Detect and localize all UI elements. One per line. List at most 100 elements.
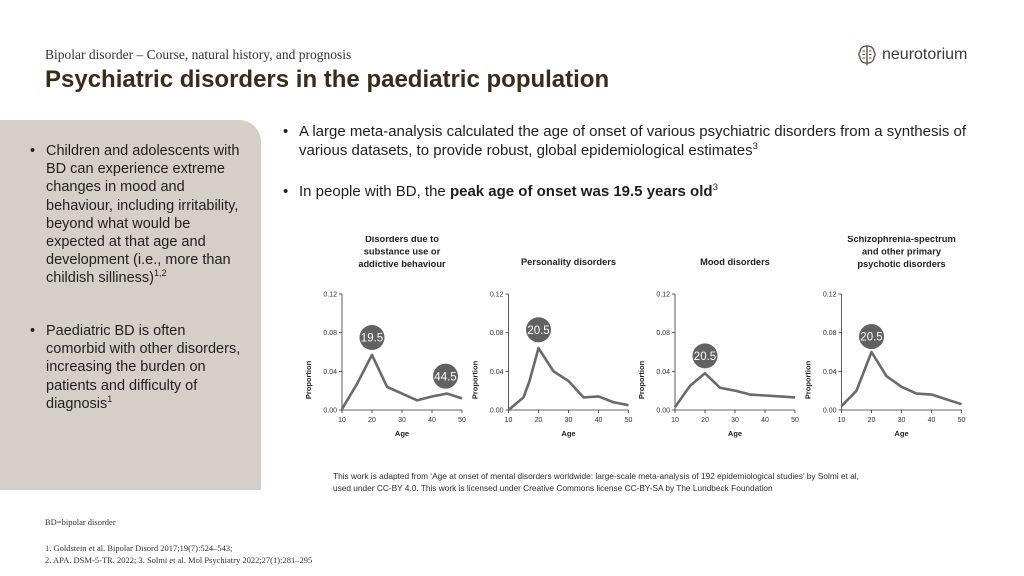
x-tick-label: 30 [731,417,739,424]
y-tick-label: 0.12 [490,292,504,299]
x-tick-label: 30 [565,417,573,424]
y-axis-label: Proportion [304,360,313,399]
x-tick-label: 50 [958,417,966,424]
credit-line: used under CC-BY 4.0. This work is licen… [333,483,773,493]
y-axis-label: Proportion [471,360,480,399]
x-axis-label: Age [395,429,409,438]
chart-title-line: Schizophrenia-spectrum [847,236,956,244]
citation: 3 [752,141,758,152]
y-tick-label: 0.00 [490,408,504,415]
chart-title: Schizophrenia-spectrum and other primary p… [847,236,956,269]
y-tick-label: 0.00 [323,408,337,415]
bullet-icon: • [30,143,36,159]
chart-panel: Personality disorders 0.00 0.04 0.08 0.12 10 2… [471,257,633,438]
y-axis-label: Proportion [637,360,646,399]
peak-bubble [433,363,458,389]
chart-title-line: Personality disorders [521,257,616,267]
citation: 1 [107,393,113,404]
chart-title: Mood disorders [700,257,770,267]
left-panel-bullet: • Paediatric BD is often comorbid with ot… [30,322,246,413]
chart-title-line: addictive behaviour [358,259,446,269]
chart-title-line: Disorders due to [365,236,439,244]
x-tick-label: 40 [595,417,603,424]
x-tick-label: 10 [838,417,846,424]
bullet-icon: • [283,123,289,140]
series-line [507,346,629,411]
peak-label: 20.5 [527,325,549,337]
left-panel-bullet: • Children and adolescents with BD can ex… [30,142,246,288]
chart-panel: Mood disorders 0.00 0.04 0.08 0.12 10 20 30 40 50… [637,257,799,438]
y-tick-label: 0.08 [656,330,670,337]
bullet-text: Children and adolescents with BD can exp… [46,143,240,287]
chart-panel: Disorders due to substance use or addictiv… [304,236,466,438]
peak-bubble [526,317,551,343]
main-bullet: • In people with BD, the peak age of onse… [283,182,999,201]
peak-label: 20.5 [694,351,716,363]
y-tick-label: 0.08 [823,330,837,337]
x-tick-label: 50 [625,417,633,424]
x-tick-label: 20 [368,417,376,424]
logo: neurotorium [857,44,967,66]
y-tick-label: 0.00 [823,408,837,415]
chart-title: Disorders due to substance use or addictiv… [358,236,446,269]
series-line [840,350,962,408]
citation: 3 [712,182,718,193]
bullet-emphasis: peak age of onset was 19.5 years old [449,183,713,200]
age-onset-charts: Disorders due to substance use or addictiv… [304,236,966,438]
peak-bubble [859,324,884,350]
reference-line: 2. APA. DSM-5-TR. 2022; 3. Solmi et al. … [45,555,313,565]
chart-title: Personality disorders [521,257,616,267]
brain-logo-icon [858,45,876,66]
x-tick-label: 20 [868,417,876,424]
x-tick-label: 40 [761,417,769,424]
bullet-icon: • [30,323,36,339]
x-tick-label: 10 [338,417,346,424]
chart-panel: Schizophrenia-spectrum and other primary p… [804,236,966,438]
breadcrumb: Bipolar disorder – Course, natural histo… [45,47,352,62]
y-tick-label: 0.12 [823,292,837,299]
chart-title-line: and other primary [862,247,942,257]
figure-credit: This work is adapted from ‘Age at onset … [333,470,973,494]
x-tick-label: 10 [505,417,513,424]
main-bullet: • A large meta-analysis calculated the ag… [283,122,999,160]
left-panel: • Children and adolescents with BD can ex… [0,120,261,490]
abbreviation-note: BD=bipolar disorder [45,517,116,527]
bullet-text: A large meta-analysis calculated the age… [299,123,966,159]
x-axis-label: Age [561,429,575,438]
x-axis-label: Age [728,429,742,438]
charts-area: Disorders due to substance use or addictiv… [296,236,986,446]
y-tick-label: 0.08 [323,330,337,337]
page-title: Psychiatric disorders in the paediatric … [45,66,610,93]
x-axis-label: Age [894,429,908,438]
peak-bubble [359,325,385,350]
x-tick-label: 40 [428,417,436,424]
peak-label: 44.5 [434,371,456,383]
x-tick-label: 10 [671,417,679,424]
y-tick-label: 0.12 [656,292,670,299]
y-tick-label: 0.04 [656,369,670,376]
references: 1. Goldstein et al. Bipolar Disord 2017;… [45,542,312,566]
y-tick-label: 0.00 [656,408,670,415]
bullet-text: In people with BD, the [299,183,450,200]
peak-label: 19.5 [361,333,383,345]
y-axis-label: Proportion [804,360,813,399]
logo-text: neurotorium [882,46,968,63]
y-tick-label: 0.04 [323,369,337,376]
x-tick-label: 20 [535,417,543,424]
credit-line: This work is adapted from ‘Age at onset … [333,471,859,481]
y-tick-label: 0.04 [823,369,837,376]
chart-title-line: psychotic disorders [857,259,945,269]
peak-label: 20.5 [860,332,882,344]
citation: 1,2 [153,268,167,279]
reference-line: 1. Goldstein et al. Bipolar Disord 2017;… [45,543,233,553]
x-tick-label: 30 [398,417,406,424]
y-tick-label: 0.04 [490,369,504,376]
y-tick-label: 0.12 [323,292,337,299]
x-tick-label: 50 [458,417,466,424]
bullet-text: Paediatric BD is often comorbid with oth… [46,323,241,412]
series-line [673,371,796,408]
x-tick-label: 30 [898,417,906,424]
bullet-icon: • [283,183,289,200]
x-tick-label: 50 [791,417,799,424]
chart-title-line: Mood disorders [700,257,770,267]
